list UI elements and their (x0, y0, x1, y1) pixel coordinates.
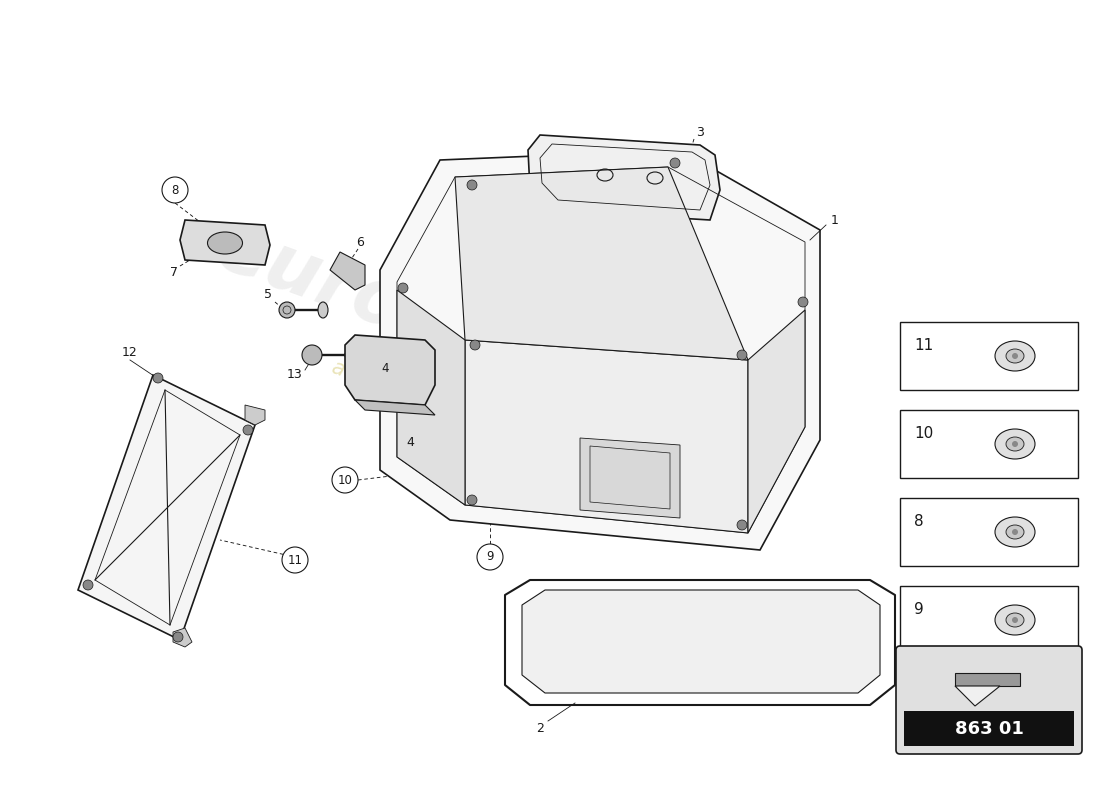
Polygon shape (173, 628, 192, 647)
Text: a passion for parts since 1985: a passion for parts since 1985 (329, 357, 631, 483)
Bar (900, 322, 1078, 390)
Text: 8: 8 (172, 183, 178, 197)
Polygon shape (379, 150, 820, 550)
Polygon shape (748, 310, 805, 533)
Circle shape (1012, 441, 1018, 447)
Bar (900, 410, 1078, 478)
Circle shape (398, 283, 408, 293)
Ellipse shape (318, 302, 328, 318)
Circle shape (282, 547, 308, 573)
Ellipse shape (208, 232, 242, 254)
Circle shape (737, 520, 747, 530)
Text: 11: 11 (287, 554, 303, 566)
Circle shape (670, 158, 680, 168)
Polygon shape (955, 673, 1020, 686)
Ellipse shape (1006, 437, 1024, 451)
Ellipse shape (1006, 613, 1024, 627)
Circle shape (162, 177, 188, 203)
Polygon shape (580, 438, 680, 518)
Polygon shape (522, 590, 880, 693)
Text: 863 01: 863 01 (955, 720, 1023, 738)
Circle shape (1012, 529, 1018, 535)
Polygon shape (397, 290, 465, 505)
Text: 10: 10 (338, 474, 352, 486)
Text: 4: 4 (382, 362, 388, 374)
Circle shape (153, 373, 163, 383)
Polygon shape (455, 167, 748, 360)
Polygon shape (528, 135, 720, 220)
Text: 3: 3 (696, 126, 704, 138)
Text: 11: 11 (914, 338, 933, 354)
Ellipse shape (996, 517, 1035, 547)
Text: 4: 4 (406, 437, 414, 450)
Ellipse shape (996, 605, 1035, 635)
Text: 9: 9 (914, 602, 924, 618)
Ellipse shape (1006, 349, 1024, 363)
Bar (904, 711, 1074, 746)
Text: 6: 6 (356, 235, 364, 249)
Circle shape (243, 425, 253, 435)
Ellipse shape (996, 341, 1035, 371)
Circle shape (302, 345, 322, 365)
Bar (900, 586, 1078, 654)
Ellipse shape (996, 429, 1035, 459)
Text: eurocarparts: eurocarparts (206, 210, 755, 470)
Polygon shape (955, 686, 1000, 706)
Text: 1: 1 (832, 214, 839, 226)
Text: 9: 9 (486, 550, 494, 563)
Circle shape (279, 302, 295, 318)
Polygon shape (78, 375, 255, 640)
Circle shape (1012, 617, 1018, 623)
Circle shape (82, 580, 94, 590)
FancyBboxPatch shape (896, 646, 1082, 754)
Circle shape (173, 632, 183, 642)
Text: 13: 13 (287, 369, 303, 382)
Ellipse shape (1006, 525, 1024, 539)
Text: 5: 5 (264, 289, 272, 302)
Polygon shape (330, 252, 365, 290)
Circle shape (798, 297, 808, 307)
Bar (900, 498, 1078, 566)
Circle shape (470, 340, 480, 350)
Circle shape (477, 544, 503, 570)
Polygon shape (355, 400, 434, 415)
Text: 10: 10 (914, 426, 933, 442)
Circle shape (1012, 353, 1018, 359)
Circle shape (332, 467, 358, 493)
Circle shape (468, 180, 477, 190)
Polygon shape (345, 335, 434, 405)
Text: 12: 12 (122, 346, 138, 358)
Polygon shape (245, 405, 265, 425)
Text: 2: 2 (536, 722, 543, 734)
Circle shape (468, 495, 477, 505)
Polygon shape (180, 220, 270, 265)
Polygon shape (465, 340, 748, 533)
Circle shape (737, 350, 747, 360)
Text: 7: 7 (170, 266, 178, 278)
Text: 8: 8 (914, 514, 924, 530)
